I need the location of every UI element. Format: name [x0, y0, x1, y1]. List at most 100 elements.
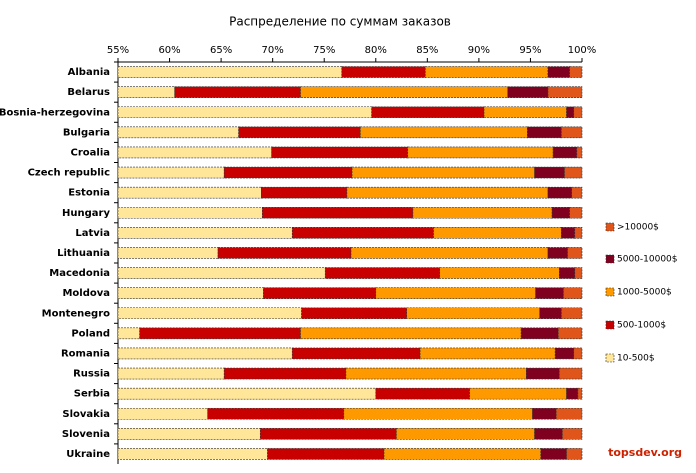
bar-segment: [412, 206, 553, 219]
bar-segment: [574, 267, 583, 279]
bar-segment: [540, 448, 567, 460]
bar-segment: [223, 166, 353, 179]
bar-segment: [343, 407, 533, 420]
y-tick-label: Hungary: [62, 208, 110, 219]
x-tick-label: 85%: [416, 45, 438, 56]
legend-label: 5000-10000$: [617, 255, 678, 265]
bar-segment: [117, 166, 225, 179]
bar-segment: [571, 186, 583, 199]
bar-segment: [439, 267, 560, 279]
bar-segment: [300, 327, 522, 340]
y-tick-label: Montenegro: [42, 308, 110, 319]
legend-label: 1000-5000$: [617, 288, 672, 298]
x-tick-label: 55%: [107, 45, 129, 56]
bar-segment: [300, 86, 509, 98]
bar-segment: [117, 407, 209, 420]
watermark: topsdev.org: [608, 446, 682, 459]
legend-label: 500-1000$: [617, 321, 666, 331]
bar-segment: [139, 327, 301, 340]
bar-segment: [407, 146, 554, 159]
bar-segment: [406, 307, 541, 320]
bar-segment: [117, 327, 140, 340]
bar-segment: [547, 186, 572, 199]
bar-segment: [566, 448, 583, 460]
y-tick-label: Bosnia-herzegovina: [0, 107, 110, 118]
bar-segment: [174, 86, 301, 98]
bar-segment: [371, 106, 485, 119]
bar-segment: [301, 307, 408, 320]
bar-segment: [534, 166, 565, 179]
legend-label: >10000$: [617, 223, 659, 233]
bar-segment: [527, 126, 562, 139]
bar-segment: [117, 146, 272, 159]
bar-segment: [547, 86, 583, 98]
bar-segment: [555, 407, 583, 420]
bar-segment: [539, 307, 562, 320]
bar-segment: [117, 86, 176, 98]
legend-swatch: [605, 320, 615, 330]
bar-segment: [573, 347, 583, 360]
bar-segment: [117, 347, 293, 360]
bar-segment: [117, 367, 225, 380]
y-tick-label: Macedonia: [49, 268, 110, 279]
bar-segment: [552, 146, 578, 159]
bar-segment: [520, 327, 559, 340]
bar-segment: [117, 287, 264, 299]
bar-segment: [238, 126, 361, 139]
bar-segment: [547, 247, 568, 259]
chart-title: Распределение по суммам заказов: [229, 15, 451, 29]
bar-segment: [117, 186, 262, 199]
bar-segment: [561, 307, 583, 320]
bar-segment: [117, 448, 268, 460]
bar-segment: [526, 367, 560, 380]
bar-segment: [507, 86, 549, 98]
bar-segment: [291, 227, 434, 239]
bar-segment: [262, 206, 414, 219]
bar-segment: [217, 247, 352, 259]
bar-segment: [117, 387, 377, 400]
bar-segment: [547, 66, 570, 78]
bar-segment: [360, 126, 528, 139]
bar-segment: [551, 206, 570, 219]
bar-segment: [573, 106, 583, 119]
bar-segment: [561, 227, 576, 239]
y-tick-label: Poland: [71, 328, 110, 339]
bar-segment: [291, 347, 421, 360]
y-tick-label: Lithuania: [57, 248, 110, 259]
y-tick-label: Belarus: [67, 87, 110, 98]
bar-segment: [424, 66, 549, 78]
x-tick-label: 90%: [468, 45, 490, 56]
y-tick-label: Slovenia: [62, 429, 110, 440]
y-tick-label: Croalia: [71, 147, 111, 158]
bar-segment: [569, 206, 583, 219]
bar-segment: [117, 126, 239, 139]
y-tick-label: Russia: [73, 369, 110, 380]
bar-segment: [117, 267, 326, 279]
bar-segment: [350, 247, 549, 259]
bar-segment: [396, 428, 535, 440]
legend-swatch: [605, 222, 615, 232]
y-tick-label: Latvia: [75, 228, 110, 239]
bar-segment: [223, 367, 347, 380]
x-tick-label: 65%: [210, 45, 232, 56]
bar-segment: [207, 407, 345, 420]
x-tick-label: 70%: [262, 45, 284, 56]
bar-segment: [566, 106, 575, 119]
y-tick-label: Moldova: [62, 288, 110, 299]
bar-segment: [564, 166, 583, 179]
y-tick-label: Czech republic: [28, 168, 110, 179]
bar-segment: [324, 267, 441, 279]
bar-segment: [483, 106, 567, 119]
bar-segment: [576, 146, 583, 159]
bar-segment: [559, 267, 576, 279]
bar-segment: [419, 347, 556, 360]
bar-segment: [574, 227, 583, 239]
bar-segment: [559, 367, 583, 380]
y-tick-label: Estonia: [68, 188, 110, 199]
x-tick-label: 95%: [519, 45, 541, 56]
bar-segment: [346, 186, 549, 199]
bar-segment: [375, 287, 536, 299]
bar-segment: [263, 287, 377, 299]
y-tick-label: Bulgaria: [63, 127, 110, 138]
